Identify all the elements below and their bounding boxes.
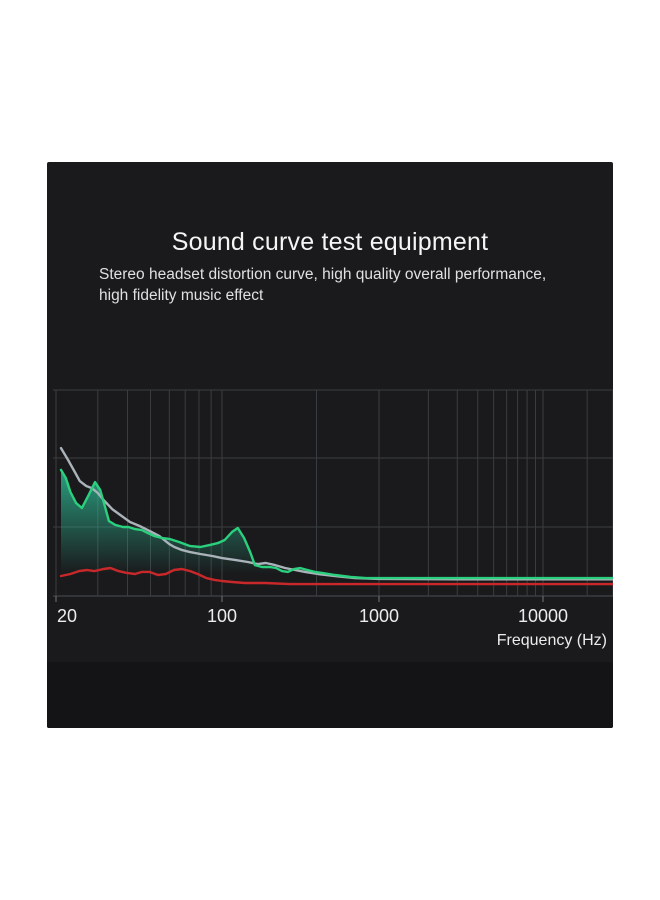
subtitle-line-2: high fidelity music effect bbox=[99, 287, 264, 304]
panel-title: Sound curve test equipment bbox=[171, 228, 489, 256]
product-info-panel: Sound curve test equipment Stereo headse… bbox=[47, 162, 613, 728]
red-curve bbox=[59, 566, 613, 586]
panel-subtitle: Stereo headset distortion curve, high qu… bbox=[99, 264, 579, 306]
gray-curve bbox=[59, 446, 613, 581]
green-area-fill bbox=[61, 469, 613, 596]
subtitle-line-1: Stereo headset distortion curve, high qu… bbox=[99, 266, 547, 283]
x-axis-title: Frequency (Hz) bbox=[496, 632, 607, 649]
x-axis-tick-label: 1000 bbox=[359, 606, 399, 626]
x-axis-tick-label: 10000 bbox=[518, 606, 568, 626]
green-curve bbox=[59, 468, 613, 580]
frequency-response-chart: 20 100 1000 10000 bbox=[53, 389, 613, 626]
panel-bottom-shade bbox=[47, 662, 613, 728]
x-axis-tick-label: 20 bbox=[57, 606, 77, 626]
x-axis-tick-label: 100 bbox=[207, 606, 237, 626]
